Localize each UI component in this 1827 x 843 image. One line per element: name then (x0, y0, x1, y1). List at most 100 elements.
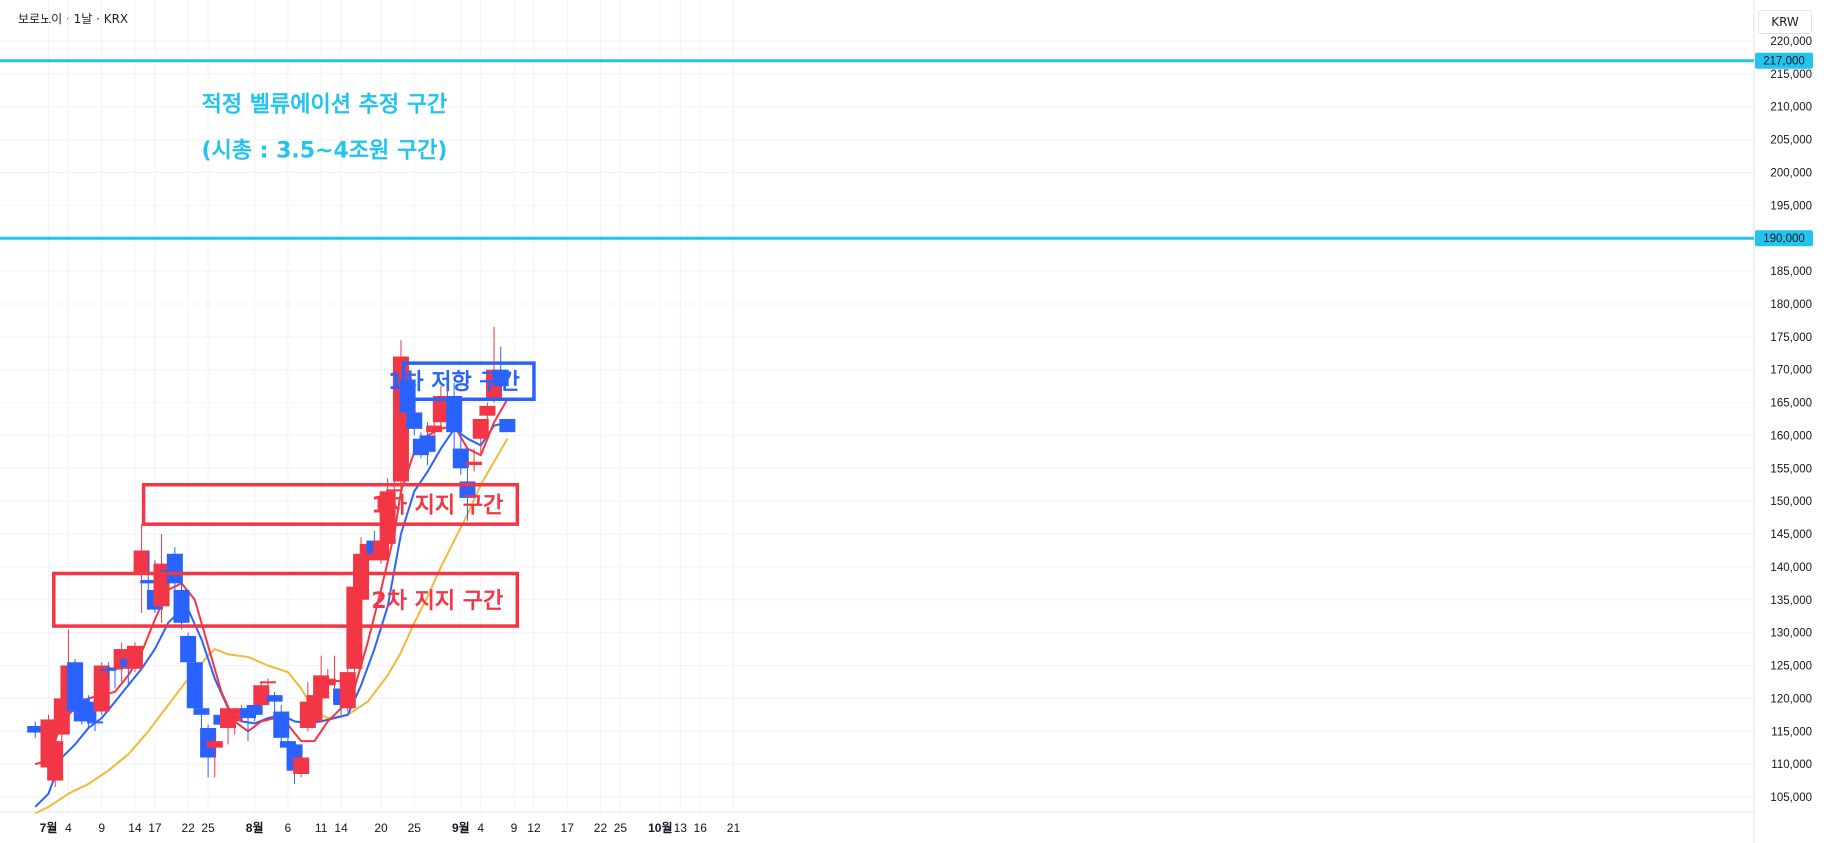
y-tick-label: 170,000 (1770, 365, 1812, 377)
ma-line-1 (34, 421, 508, 808)
candle[interactable] (273, 711, 290, 738)
x-tick-label: 22 (181, 821, 195, 835)
y-tick-label: 155,000 (1770, 463, 1812, 475)
candle[interactable] (226, 714, 243, 722)
y-tick-label: 135,000 (1770, 595, 1812, 607)
candle[interactable] (446, 395, 463, 433)
y-tick-label: 185,000 (1770, 266, 1812, 278)
candle[interactable] (27, 726, 44, 733)
candle[interactable] (140, 580, 157, 584)
zone-box[interactable] (401, 361, 536, 402)
currency-button[interactable]: KRW (1758, 10, 1812, 34)
candle[interactable] (452, 448, 469, 469)
candle[interactable] (466, 461, 483, 466)
x-tick-label: 9 (511, 821, 518, 835)
y-tick-label: 205,000 (1770, 135, 1812, 147)
x-tick-label: 25 (201, 821, 215, 835)
price-badge-label: 217,000 (1763, 56, 1805, 68)
x-tick-label: 12 (527, 821, 541, 835)
candle[interactable] (306, 695, 323, 722)
candle[interactable] (259, 681, 276, 684)
candle[interactable] (180, 635, 197, 663)
x-tick-label: 25 (408, 821, 422, 835)
zone-label: 1차 저항 구간 (388, 370, 520, 395)
y-tick-label: 165,000 (1770, 398, 1812, 410)
candle[interactable] (166, 553, 183, 584)
y-tick-label: 105,000 (1770, 792, 1812, 804)
candle[interactable] (472, 419, 489, 439)
candle[interactable] (173, 589, 190, 623)
x-tick-label: 20 (374, 821, 388, 835)
zone-label: 1차 지지 구간 (371, 493, 503, 518)
x-tick-label: 7월 (40, 820, 58, 835)
y-tick-label: 210,000 (1770, 102, 1812, 114)
x-tick-label: 4 (477, 821, 484, 835)
y-tick-label: 115,000 (1771, 726, 1812, 738)
x-tick-label: 14 (128, 821, 142, 835)
candle[interactable] (253, 685, 270, 705)
candle[interactable] (326, 679, 343, 682)
x-tick-label: 25 (614, 821, 628, 835)
candle[interactable] (293, 757, 310, 774)
candle[interactable] (479, 405, 496, 416)
candle[interactable] (266, 695, 283, 702)
candle[interactable] (246, 704, 263, 715)
candle[interactable] (133, 550, 150, 574)
zone-label: 2차 지지 구간 (371, 589, 503, 614)
candle[interactable] (406, 412, 423, 429)
y-tick-label: 195,000 (1770, 200, 1812, 212)
candle[interactable] (353, 553, 370, 600)
candle[interactable] (373, 540, 389, 561)
candle[interactable] (126, 645, 143, 669)
y-tick-label: 160,000 (1770, 430, 1812, 442)
candle[interactable] (47, 741, 64, 781)
ma-line-0 (34, 438, 509, 815)
y-tick-label: 140,000 (1770, 562, 1812, 574)
candle[interactable] (379, 491, 396, 544)
symbol-header: 보로노이 · 1날 · KRX (18, 12, 129, 26)
x-tick-label: 22 (594, 821, 608, 835)
zone-box[interactable] (141, 482, 520, 526)
x-tick-label: 13 (674, 821, 688, 835)
x-tick-label: 4 (65, 821, 72, 835)
y-tick-label: 200,000 (1770, 167, 1812, 179)
y-tick-label: 215,000 (1770, 69, 1812, 81)
valuation-annotation: 적정 벨류에이션 추정 구간 (202, 92, 448, 117)
candle[interactable] (492, 369, 509, 387)
x-tick-label: 8월 (246, 820, 264, 835)
candle[interactable] (100, 668, 117, 671)
candle[interactable] (419, 435, 436, 452)
x-tick-label: 9 (98, 821, 105, 835)
y-tick-label: 150,000 (1770, 496, 1812, 508)
y-tick-label: 125,000 (1770, 661, 1812, 673)
candle[interactable] (53, 698, 70, 735)
candle[interactable] (87, 721, 104, 724)
candle[interactable] (426, 425, 443, 433)
x-tick-label: 11 (315, 821, 328, 835)
candle[interactable] (499, 419, 516, 433)
y-tick-label: 110,000 (1771, 759, 1812, 771)
x-tick-label: 14 (334, 821, 348, 835)
price-badge (1755, 230, 1813, 247)
y-tick-label: 180,000 (1770, 299, 1812, 311)
candle[interactable] (93, 665, 110, 712)
candle[interactable] (193, 708, 210, 715)
price-badge (1755, 52, 1813, 69)
x-tick-label: 17 (561, 821, 575, 835)
y-tick-label: 145,000 (1770, 529, 1812, 541)
y-tick-label: 220,000 (1770, 36, 1812, 48)
x-tick-label: 9월 (452, 820, 470, 835)
valuation-annotation: (시총 : 3.5~4조원 구간) (201, 138, 447, 163)
candle[interactable] (80, 701, 97, 722)
x-tick-label: 10월 (648, 820, 672, 835)
x-tick-label: 16 (694, 821, 708, 835)
zone-box[interactable] (52, 571, 520, 628)
candle[interactable] (339, 672, 356, 709)
candle[interactable] (386, 489, 403, 492)
y-tick-label: 130,000 (1770, 628, 1812, 640)
candle[interactable] (206, 741, 223, 748)
x-tick-label: 17 (148, 821, 162, 835)
x-tick-label: 21 (727, 821, 741, 835)
candle[interactable] (186, 662, 203, 709)
